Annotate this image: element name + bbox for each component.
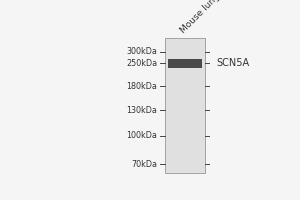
Text: 70kDa: 70kDa <box>131 160 157 169</box>
Text: 180kDa: 180kDa <box>126 82 157 91</box>
Bar <box>165 38 205 173</box>
Text: SCN5A: SCN5A <box>216 58 249 68</box>
Text: 130kDa: 130kDa <box>126 106 157 115</box>
Text: 300kDa: 300kDa <box>126 47 157 56</box>
Text: 250kDa: 250kDa <box>126 59 157 68</box>
Text: 100kDa: 100kDa <box>126 131 157 140</box>
Bar <box>168 59 202 68</box>
Text: Mouse lung: Mouse lung <box>179 0 222 35</box>
